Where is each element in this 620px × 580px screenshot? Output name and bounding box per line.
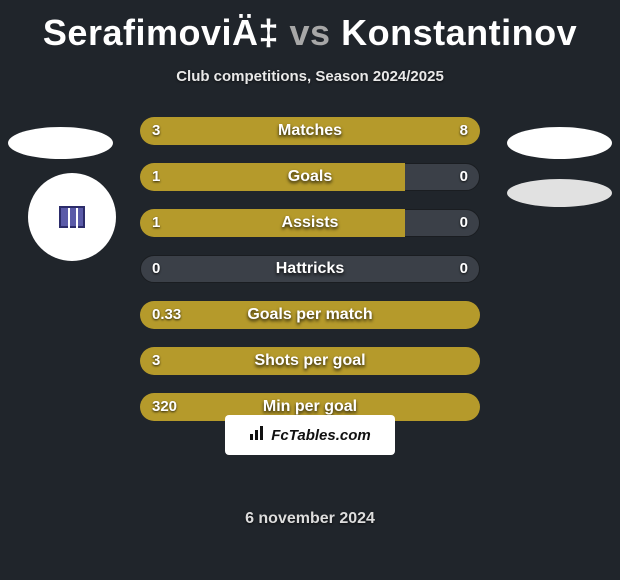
stat-row: 10Assists xyxy=(140,209,480,237)
stat-track xyxy=(140,255,480,283)
stat-row: 10Goals xyxy=(140,163,480,191)
stat-value-right: 8 xyxy=(460,117,468,145)
stat-value-left: 320 xyxy=(152,393,177,421)
stat-fill-left xyxy=(140,347,480,375)
team-logo-left-oval xyxy=(8,127,113,159)
bar-chart-icon xyxy=(249,425,267,446)
team-logo-right-oval xyxy=(507,127,612,159)
player2-name: Konstantinov xyxy=(341,12,577,53)
snapshot-date: 6 november 2024 xyxy=(0,510,620,528)
vs-separator: vs xyxy=(290,12,331,53)
stat-value-left: 3 xyxy=(152,347,160,375)
stat-row: 38Matches xyxy=(140,117,480,145)
stat-value-left: 1 xyxy=(152,209,160,237)
season-subtitle: Club competitions, Season 2024/2025 xyxy=(0,68,620,85)
team-logo-right-oval-2 xyxy=(507,179,612,207)
stat-fill-left xyxy=(140,163,405,191)
stat-fill-right xyxy=(232,117,480,145)
stat-value-right: 0 xyxy=(460,163,468,191)
comparison-title: SerafimoviÄ‡ vs Konstantinov xyxy=(0,0,620,54)
stat-row: 00Hattricks xyxy=(140,255,480,283)
source-badge-text: FcTables.com xyxy=(271,427,370,444)
stat-fill-left xyxy=(140,301,480,329)
stat-value-right: 0 xyxy=(460,255,468,283)
team-logo-left-circle xyxy=(28,173,116,261)
stat-value-left: 3 xyxy=(152,117,160,145)
stat-row: 3Shots per goal xyxy=(140,347,480,375)
player1-name: SerafimoviÄ‡ xyxy=(43,12,279,53)
stat-value-left: 0.33 xyxy=(152,301,181,329)
stat-value-left: 1 xyxy=(152,163,160,191)
stat-row: 0.33Goals per match xyxy=(140,301,480,329)
stat-value-left: 0 xyxy=(152,255,160,283)
stat-fill-left xyxy=(140,209,405,237)
comparison-stage: 38Matches10Goals10Assists00Hattricks0.33… xyxy=(0,113,620,443)
stat-value-right: 0 xyxy=(460,209,468,237)
source-badge: FcTables.com xyxy=(225,415,395,455)
stat-bars: 38Matches10Goals10Assists00Hattricks0.33… xyxy=(140,117,480,439)
crest-icon xyxy=(59,206,85,228)
